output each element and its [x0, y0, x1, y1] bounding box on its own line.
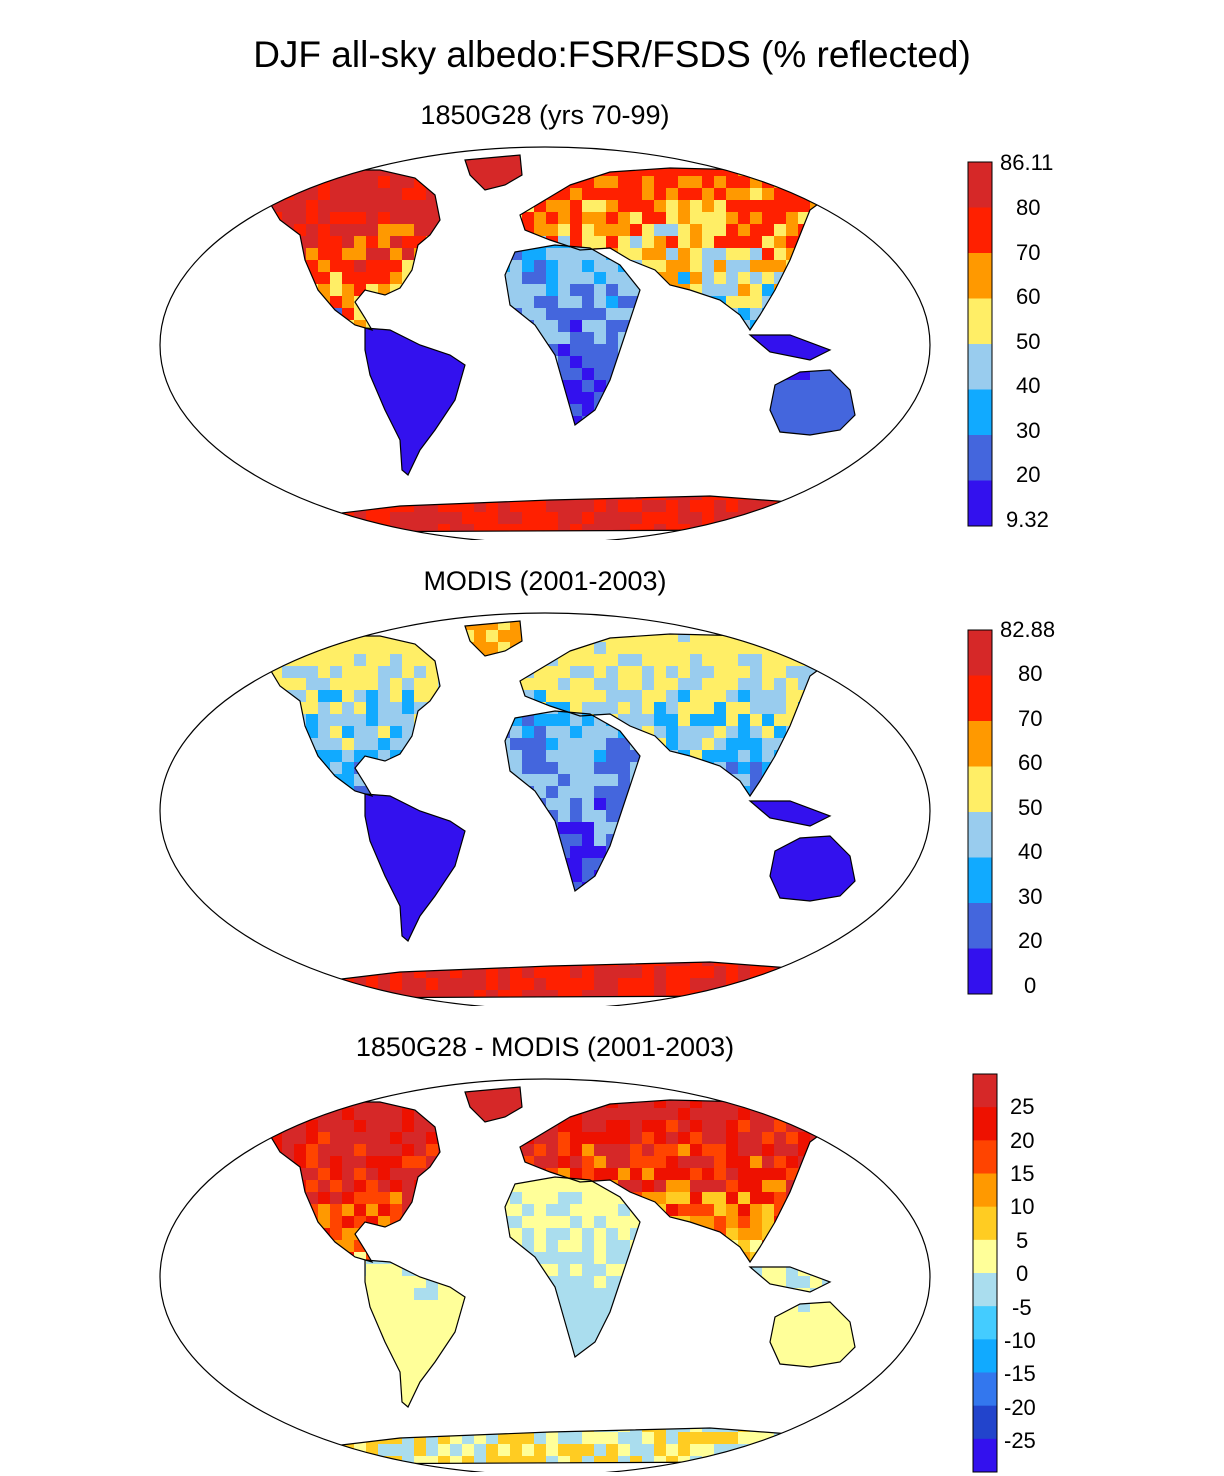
colorbar-obs	[967, 629, 993, 995]
colorbar-label: 50	[1018, 795, 1042, 821]
colorbar-segment	[973, 1074, 997, 1108]
coastline-indonesia	[748, 1266, 832, 1293]
colorbar-segment	[973, 1140, 997, 1174]
colorbar-segment	[968, 298, 992, 345]
coastline-indonesia	[748, 334, 832, 361]
colorbar-label: 20	[1016, 462, 1040, 488]
coastline-australia	[769, 369, 856, 436]
colorbar-segment	[968, 766, 992, 813]
coastline-greenland	[464, 154, 523, 191]
colorbar-segment	[968, 721, 992, 767]
coastline-africa	[504, 244, 641, 427]
colorbar-segment	[968, 162, 992, 208]
colorbar-segment	[968, 948, 992, 995]
colorbar-label: -25	[1004, 1428, 1036, 1454]
colorbar-label: 82.88	[1000, 617, 1055, 643]
colorbar-label: 10	[1010, 1194, 1034, 1220]
colorbar-label: -5	[1012, 1295, 1032, 1321]
colorbar-label: 0	[1024, 973, 1036, 999]
map-border	[159, 1078, 931, 1472]
panel-title-obs: MODIS (2001-2003)	[160, 564, 930, 598]
colorbar-segment	[968, 480, 992, 527]
colorbar-frame	[967, 161, 993, 527]
colorbar-label: 60	[1018, 750, 1042, 776]
coastline-namerica	[267, 169, 441, 332]
colorbar-model	[967, 161, 993, 527]
map-border	[159, 612, 931, 1006]
map-border	[159, 146, 931, 540]
coastline-namerica	[267, 1101, 441, 1264]
colorbar-segment	[968, 857, 992, 904]
colorbar-segment	[973, 1306, 997, 1340]
coastline-namerica	[267, 635, 441, 798]
colorbar-segment	[968, 389, 992, 436]
colorbar-label: 86.11	[1000, 150, 1053, 176]
colorbar-frame	[967, 629, 993, 995]
world-map-diff	[150, 1072, 940, 1472]
colorbar-segment	[968, 253, 992, 299]
colorbar-segment	[968, 675, 992, 722]
colorbar-segment	[973, 1438, 997, 1473]
coastline-greenland	[464, 620, 523, 657]
colorbar-segment	[968, 435, 992, 481]
colorbar-label: 40	[1016, 373, 1040, 399]
colorbar-label: 50	[1016, 329, 1040, 355]
colorbar-label: 25	[1010, 1094, 1034, 1120]
colorbar-segment	[973, 1107, 997, 1141]
colorbar-label: 70	[1016, 240, 1040, 266]
coastline-samerica	[364, 793, 466, 942]
coastline-australia	[769, 1301, 856, 1368]
colorbar-segment	[973, 1173, 997, 1208]
coastline-africa	[504, 1176, 641, 1359]
colorbar-label: 40	[1018, 839, 1042, 865]
colorbar-segment	[973, 1405, 997, 1440]
colorbar-label: 70	[1018, 706, 1042, 732]
panel-title-diff: 1850G28 - MODIS (2001-2003)	[160, 1030, 930, 1064]
colorbar-frame	[972, 1073, 998, 1473]
colorbar-label: 30	[1018, 884, 1042, 910]
colorbar-segment	[973, 1273, 997, 1307]
colorbar-segment	[973, 1339, 997, 1373]
colorbar-label: -15	[1004, 1361, 1036, 1387]
land-greenland	[465, 1087, 522, 1122]
colorbar-segment	[973, 1206, 997, 1241]
colorbar-label: 0	[1016, 1261, 1028, 1287]
colorbar-segment	[968, 630, 992, 676]
colorbar-label: 80	[1016, 195, 1040, 221]
colorbar-label: 9.32	[1006, 507, 1049, 533]
panel-title-model: 1850G28 (yrs 70-99)	[160, 98, 930, 132]
coastline-australia	[769, 835, 856, 902]
colorbar-label: 5	[1016, 1228, 1028, 1254]
colorbar-segment	[968, 812, 992, 858]
colorbar-segment	[968, 207, 992, 254]
colorbar-segment	[968, 903, 992, 949]
world-map-obs	[150, 606, 940, 1006]
colorbar-diff	[972, 1073, 998, 1473]
colorbar-label: 60	[1016, 284, 1040, 310]
figure-title: DJF all-sky albedo:FSR/FSDS (% reflected…	[0, 30, 1224, 80]
colorbar-segment	[973, 1372, 997, 1407]
colorbar-label: -10	[1004, 1328, 1036, 1354]
colorbar-label: 15	[1010, 1161, 1034, 1187]
colorbar-segment	[968, 344, 992, 390]
coastline-samerica	[364, 327, 466, 476]
colorbar-label: 30	[1016, 418, 1040, 444]
coastline-greenland	[464, 1086, 523, 1123]
coastline-indonesia	[748, 800, 832, 827]
colorbar-label: 20	[1018, 928, 1042, 954]
colorbar-label: 80	[1018, 661, 1042, 687]
world-map-model	[150, 140, 940, 540]
coastline-africa	[504, 710, 641, 893]
colorbar-label: -20	[1004, 1395, 1036, 1421]
colorbar-segment	[973, 1239, 997, 1274]
colorbar-label: 20	[1010, 1128, 1034, 1154]
coastline-samerica	[364, 1259, 466, 1408]
